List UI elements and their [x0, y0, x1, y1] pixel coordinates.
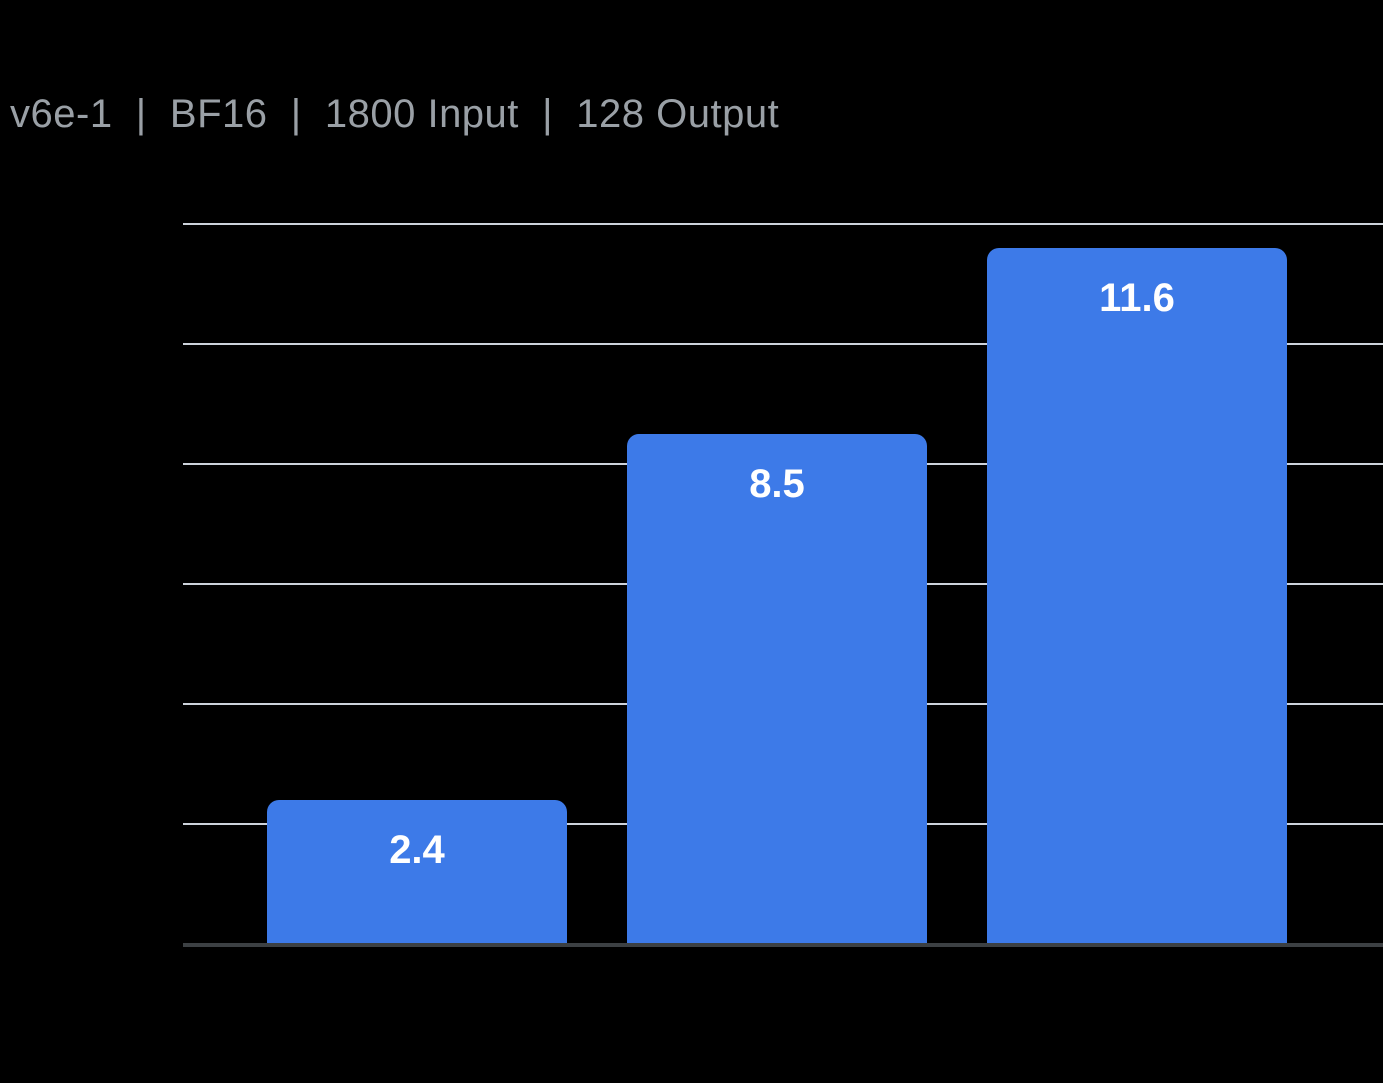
gridline: [183, 343, 1383, 345]
x-axis-line: [183, 943, 1383, 947]
bar-value-label: 2.4: [389, 828, 445, 872]
bar: 2.4: [267, 800, 567, 944]
bar: 11.6: [987, 248, 1287, 944]
bar: 8.5: [627, 434, 927, 944]
gridline: [183, 223, 1383, 225]
bar-value-label: 11.6: [1099, 276, 1175, 320]
bar-value-label: 8.5: [749, 462, 805, 506]
plot-area: 2.4 8.5 11.6: [183, 223, 1383, 947]
chart-title: v6e-1 | BF16 | 1800 Input | 128 Output: [10, 92, 780, 136]
